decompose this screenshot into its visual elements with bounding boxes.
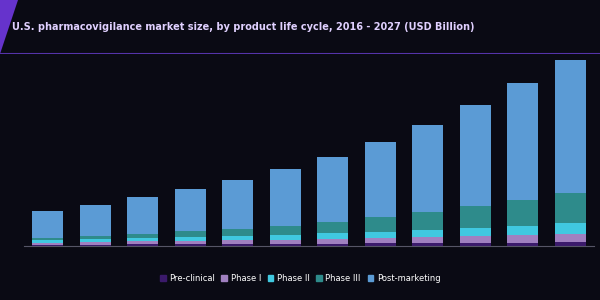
Polygon shape (0, 0, 18, 54)
Bar (412, 125, 443, 212)
Bar (412, 243, 443, 246)
Bar (317, 239, 348, 244)
Bar (365, 238, 395, 243)
Bar (270, 244, 301, 246)
Bar (270, 169, 301, 226)
Bar (127, 244, 158, 246)
Bar (508, 200, 538, 226)
Text: U.S. pharmacovigilance market size, by product life cycle, 2016 - 2027 (USD Bill: U.S. pharmacovigilance market size, by p… (12, 22, 475, 32)
Bar (555, 224, 586, 234)
Bar (508, 83, 538, 200)
Bar (365, 217, 395, 232)
Bar (80, 239, 110, 242)
Bar (508, 235, 538, 243)
Bar (127, 238, 158, 242)
Bar (317, 233, 348, 239)
Bar (80, 205, 110, 236)
Bar (80, 242, 110, 244)
Bar (80, 236, 110, 239)
Bar (175, 231, 206, 237)
Bar (508, 226, 538, 235)
Bar (412, 237, 443, 243)
Legend: Pre-clinical, Phase I, Phase II, Phase III, Post-marketing: Pre-clinical, Phase I, Phase II, Phase I… (157, 271, 443, 286)
Bar (32, 211, 63, 238)
Bar (508, 243, 538, 246)
Bar (460, 105, 491, 206)
Bar (317, 222, 348, 233)
Bar (270, 226, 301, 235)
Bar (555, 242, 586, 246)
Bar (460, 228, 491, 236)
Bar (175, 241, 206, 244)
Bar (223, 180, 253, 229)
Bar (412, 230, 443, 237)
Bar (175, 189, 206, 231)
Bar (317, 157, 348, 222)
Bar (127, 234, 158, 238)
Bar (127, 197, 158, 234)
Bar (555, 193, 586, 224)
Bar (32, 238, 63, 240)
Bar (460, 206, 491, 228)
Bar (270, 235, 301, 240)
Bar (365, 142, 395, 217)
Bar (223, 244, 253, 246)
Bar (223, 229, 253, 236)
Bar (317, 244, 348, 246)
Bar (460, 243, 491, 246)
Bar (32, 240, 63, 243)
Bar (175, 237, 206, 241)
Bar (555, 57, 586, 193)
Bar (365, 243, 395, 246)
Bar (32, 243, 63, 245)
Bar (223, 236, 253, 240)
Bar (460, 236, 491, 243)
Bar (223, 240, 253, 244)
Bar (555, 234, 586, 242)
Bar (80, 244, 110, 246)
Bar (270, 240, 301, 244)
Bar (32, 245, 63, 246)
Bar (127, 242, 158, 244)
Bar (365, 232, 395, 238)
Bar (412, 212, 443, 230)
Bar (175, 244, 206, 246)
